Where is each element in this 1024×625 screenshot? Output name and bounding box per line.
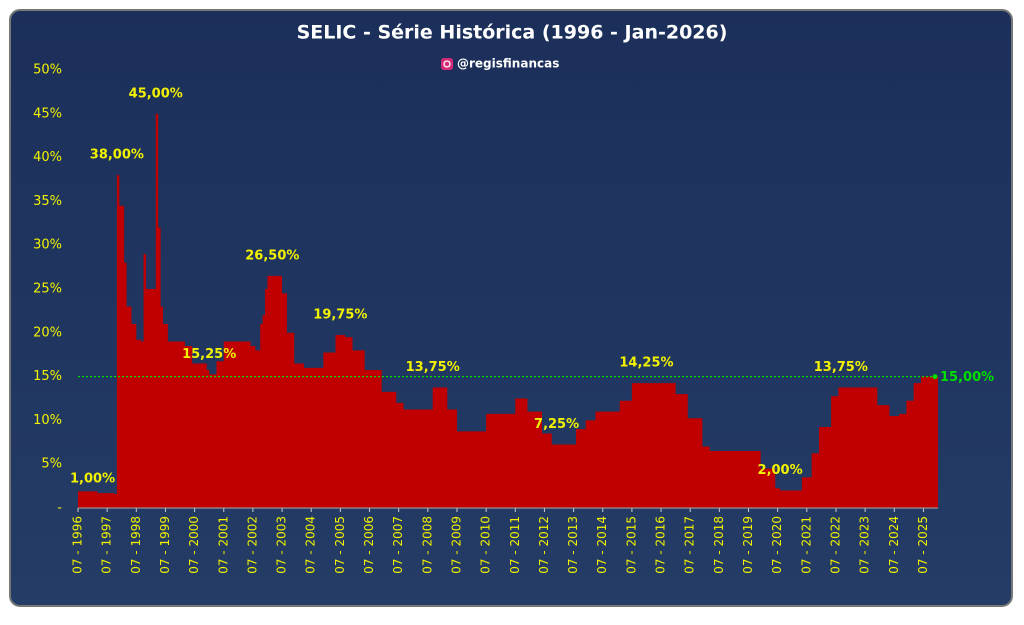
- annotation: 19,75%: [313, 307, 367, 322]
- instagram-icon-lens: [443, 60, 451, 68]
- chart-subtitle: @regisfinancas: [457, 57, 559, 71]
- y-tick-label: 50%: [33, 63, 62, 78]
- y-tick-label: 5%: [41, 457, 62, 472]
- x-tick-label: 07 - 2002: [245, 516, 259, 574]
- y-tick-label: 25%: [33, 282, 62, 297]
- x-tick-label: 07 - 2013: [566, 516, 580, 574]
- annotation: 38,00%: [90, 148, 144, 163]
- x-tick-label: 07 - 2009: [449, 516, 463, 574]
- x-tick-label: 07 - 2007: [391, 516, 405, 574]
- y-tick-label: 10%: [33, 413, 62, 428]
- x-tick-label: 07 - 2006: [362, 516, 376, 574]
- annotation: 2,00%: [758, 463, 803, 478]
- area: [78, 113, 938, 509]
- x-tick-label: 07 - 2008: [420, 516, 434, 574]
- annotation: 14,25%: [619, 356, 673, 371]
- x-tick-label: 07 - 2005: [333, 516, 347, 574]
- x-tick-label: 07 - 1999: [158, 516, 172, 574]
- x-tick-label: 07 - 2023: [858, 516, 872, 574]
- x-tick-label: 07 - 2019: [741, 516, 755, 574]
- y-tick-label: -: [57, 501, 62, 516]
- x-tick-label: 07 - 2001: [216, 516, 230, 574]
- annotation: 26,50%: [245, 248, 299, 263]
- x-tick-label: 07 - 2012: [537, 516, 551, 574]
- x-tick-label: 07 - 2004: [304, 516, 318, 574]
- y-tick-label: 15%: [33, 369, 62, 384]
- reference-label: 15,00%: [940, 370, 994, 385]
- x-tick-label: 07 - 2011: [508, 516, 522, 574]
- y-tick-label: 35%: [33, 194, 62, 209]
- y-tick-label: 40%: [33, 150, 62, 165]
- x-tick-label: 07 - 2003: [275, 516, 289, 574]
- x-tick-label: 07 - 2017: [683, 516, 697, 574]
- x-tick-label: 07 - 2016: [654, 516, 668, 574]
- annotation: 13,75%: [814, 360, 868, 375]
- x-tick-label: 07 - 2020: [770, 516, 784, 574]
- x-tick-label: 07 - 1996: [71, 516, 85, 574]
- instagram-icon: [441, 58, 453, 70]
- x-tick-label: 07 - 2015: [624, 516, 638, 574]
- x-tick-label: 07 - 2022: [828, 516, 842, 574]
- annotation: 15,25%: [182, 347, 236, 362]
- x-tick-label: 07 - 2025: [916, 516, 930, 574]
- x-tick-label: 07 - 2010: [479, 516, 493, 574]
- x-tick-label: 07 - 1997: [100, 516, 114, 574]
- x-tick-label: 07 - 2024: [887, 516, 901, 574]
- y-tick-label: 30%: [33, 238, 62, 253]
- chart-title: SELIC - Série Histórica (1996 - Jan-2026…: [297, 22, 728, 44]
- annotation: 7,25%: [534, 417, 579, 432]
- x-tick-label: 07 - 2000: [187, 516, 201, 574]
- y-tick-label: 45%: [33, 106, 62, 121]
- y-tick-label: 20%: [33, 325, 62, 340]
- x-tick-label: 07 - 1998: [129, 516, 143, 574]
- annotation: 45,00%: [129, 86, 183, 101]
- annotation: 13,75%: [406, 360, 460, 375]
- reference-marker: [932, 374, 938, 380]
- annotation: 1,00%: [70, 472, 115, 487]
- x-tick-label: 07 - 2018: [712, 516, 726, 574]
- x-tick-label: 07 - 2021: [799, 516, 813, 574]
- x-tick-label: 07 - 2014: [595, 516, 609, 574]
